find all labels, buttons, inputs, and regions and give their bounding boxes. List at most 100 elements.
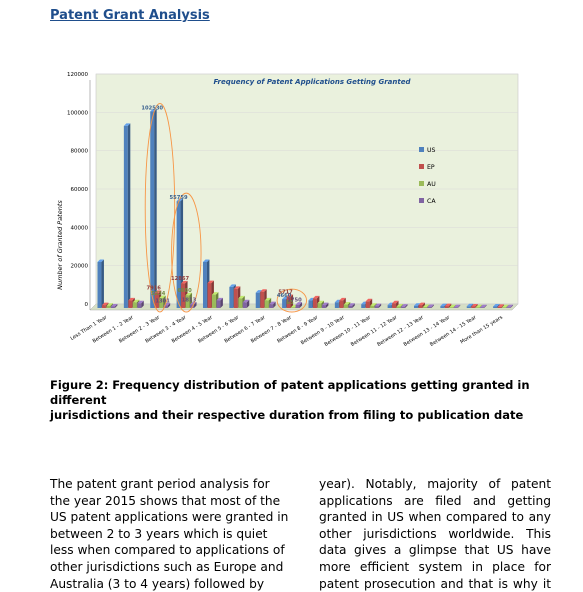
bar-side (484, 304, 487, 308)
bar-top (413, 303, 421, 306)
bar (255, 292, 260, 308)
highlight-ellipse (276, 288, 307, 313)
data-label: 7916 (146, 285, 161, 291)
bar-top (339, 297, 346, 301)
x-tick-label: Between 9 - 10 Year (300, 314, 347, 346)
bar-top (295, 302, 303, 305)
bar (440, 306, 445, 308)
bar-top (471, 303, 478, 307)
y-axis-label: Number of Granted Patents (56, 200, 64, 290)
bar (396, 306, 401, 308)
bar-side (501, 304, 505, 308)
bar (466, 306, 471, 308)
bar-side (448, 303, 452, 308)
x-tick-label: Between 13 - 14 Year (403, 314, 452, 348)
bar (185, 295, 190, 308)
bar (480, 307, 485, 308)
paragraph-line: other jurisdictions such as Europe and (50, 559, 284, 574)
bar (365, 301, 370, 308)
bar-top (264, 297, 272, 301)
legend-label: AU (427, 181, 436, 188)
paragraph-line: applications are filed and getting (319, 493, 551, 508)
y-tick-label: 60000 (71, 187, 89, 193)
caption-line-2: jurisdictions and their respective durat… (50, 408, 524, 422)
bar-top (392, 300, 399, 304)
paragraph-line: other jurisdictions worldwide. This (319, 526, 551, 541)
bar-top (211, 292, 219, 295)
data-label: 4660 (277, 293, 292, 299)
y-tick-label: 0 (85, 302, 89, 308)
legend-swatch (419, 147, 424, 152)
bar (207, 283, 212, 308)
bar (163, 305, 168, 308)
bar-top (317, 300, 324, 304)
data-label: 1301 (155, 299, 170, 305)
legend-swatch (419, 164, 424, 169)
bar (190, 304, 195, 308)
y-tick-label: 120000 (67, 72, 88, 78)
bar-side (141, 300, 144, 308)
bar (128, 300, 133, 308)
bar-side (273, 301, 276, 308)
bar-side (475, 303, 478, 308)
bar-top (159, 295, 166, 298)
paragraph-line: data gives a glimpse that US have (319, 543, 551, 558)
data-label: 5234 (151, 291, 166, 297)
bar (97, 262, 102, 308)
bar-top (154, 290, 162, 293)
x-tick-label: Between 14 - 15 Year (429, 314, 478, 348)
bar (502, 307, 507, 308)
bar-top (312, 295, 320, 299)
bar-top (229, 284, 236, 287)
bar (361, 304, 366, 308)
paragraph-line: The patent grant period analysis for (50, 477, 270, 491)
y-tick-label: 40000 (71, 225, 89, 231)
bar-top (370, 303, 377, 306)
bar (343, 304, 348, 308)
data-label: 5717 (278, 290, 293, 296)
bar-top (110, 303, 118, 307)
bar (110, 306, 115, 308)
bar (312, 298, 317, 308)
bar-top (396, 303, 404, 307)
bar-side (290, 294, 294, 308)
bar (506, 307, 511, 308)
bar-top (466, 303, 474, 307)
highlight-ellipse (171, 192, 202, 313)
bar (264, 300, 269, 308)
bar-side (114, 303, 118, 308)
bar (260, 291, 265, 308)
bar-side (352, 303, 355, 308)
paragraph-line: patent prosecution and that is why it (319, 576, 551, 591)
bar (150, 111, 155, 308)
bar-side (180, 198, 184, 308)
bar (348, 305, 353, 308)
bar-side (405, 304, 408, 308)
data-label: 102530 (141, 105, 163, 111)
bar-top (427, 304, 434, 308)
bar-top (422, 304, 430, 308)
bar (242, 302, 247, 308)
bar-top (190, 302, 197, 305)
bar-top (242, 299, 250, 303)
y-tick-label: 100000 (67, 110, 88, 116)
bar (418, 305, 423, 308)
data-label: 1750 (287, 298, 302, 304)
bar-top (260, 289, 267, 292)
paragraph-line: the year 2015 shows that most of the (50, 493, 281, 508)
bar-side (422, 302, 425, 308)
bar-top (101, 302, 109, 306)
body-text-right-column: year). Notably, majority of patent appli… (319, 476, 551, 592)
paragraph-line: granted in US when compared to any (319, 510, 551, 525)
bar-side (246, 299, 250, 308)
bar-top (502, 304, 509, 308)
bar-side (431, 304, 434, 308)
y-tick-label: 80000 (71, 149, 89, 155)
bar (392, 303, 397, 308)
paragraph-line: US patent applications were granted in (50, 510, 289, 525)
bar-top (238, 295, 245, 299)
x-tick-label: Between 11 - 12 Year (350, 314, 399, 348)
bar-top (132, 299, 140, 303)
paragraph-line: year). Notably, majority of patent (319, 477, 551, 491)
bar (374, 306, 379, 308)
